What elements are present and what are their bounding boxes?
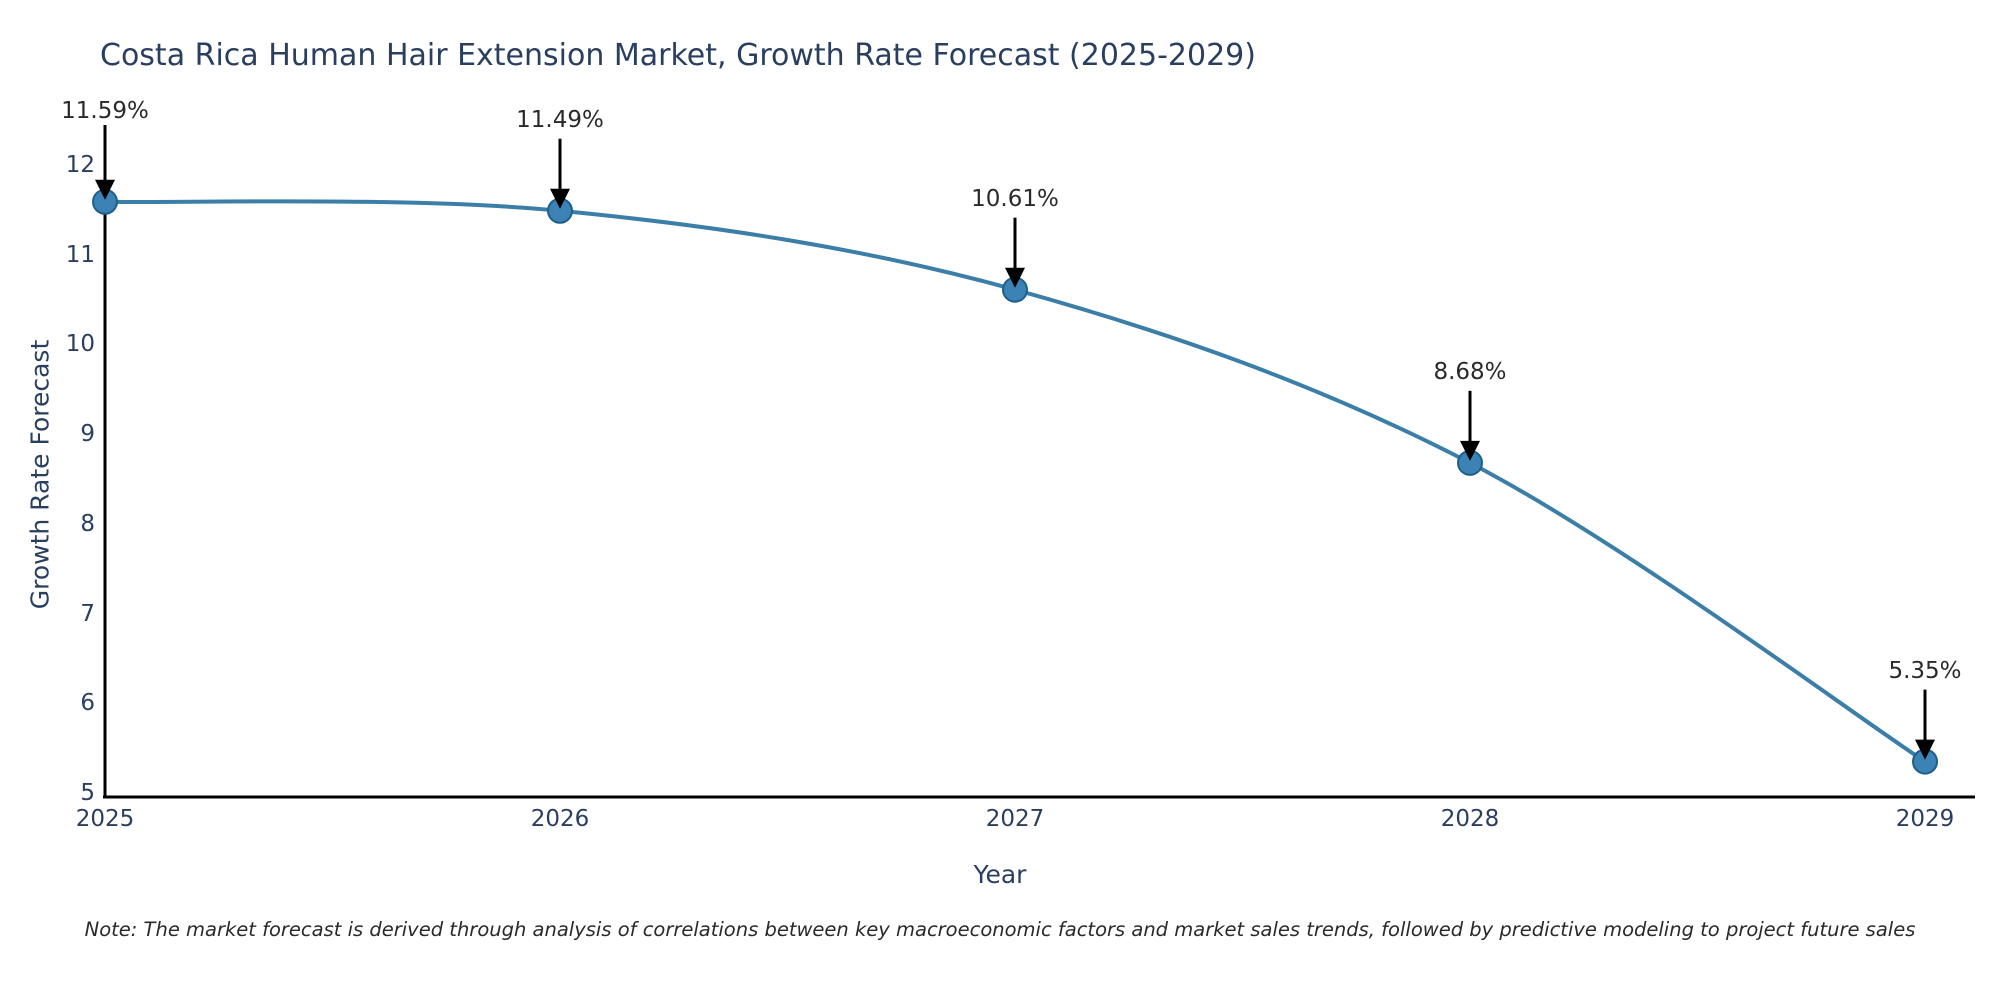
annotation-arrow-head (95, 179, 115, 200)
y-tick-label: 9 (80, 421, 95, 448)
y-tick-label: 6 (80, 690, 95, 717)
data-point-value-label: 5.35% (1888, 657, 1962, 684)
data-point-value-label: 8.68% (1433, 358, 1507, 385)
axes (103, 125, 1975, 799)
annotation-arrows (95, 129, 1935, 760)
x-tick-label: 2028 (1440, 806, 1500, 832)
x-tick-label: 2025 (75, 806, 135, 832)
annotation-arrow-head (1915, 739, 1935, 760)
y-tick-label: 11 (65, 241, 95, 268)
x-tick-label: 2026 (530, 806, 590, 832)
x-tick-label: 2027 (985, 806, 1045, 832)
y-tick-label: 10 (65, 331, 95, 358)
data-point-value-label: 11.59% (61, 97, 149, 124)
annotation-arrow-head (1460, 440, 1480, 461)
x-axis-title: Year (973, 860, 1027, 889)
data-point-value-label: 10.61% (971, 185, 1059, 212)
y-tick-label: 8 (80, 510, 95, 537)
y-tick-label: 7 (80, 600, 95, 627)
annotation-arrow-head (1005, 267, 1025, 288)
y-tick-label: 12 (65, 152, 95, 178)
y-tick-label: 5 (80, 780, 95, 806)
annotation-arrow-head (550, 188, 570, 209)
data-point-value-label: 11.49% (516, 106, 604, 133)
chart-footnote: Note: The market forecast is derived thr… (84, 918, 1916, 941)
x-tick-label: 2029 (1895, 806, 1955, 832)
chart-title: Costa Rica Human Hair Extension Market, … (100, 38, 1256, 73)
series-markers (92, 188, 1938, 775)
